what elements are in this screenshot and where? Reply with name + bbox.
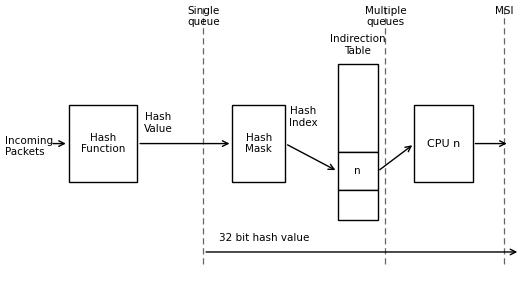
Text: Hash
Index: Hash Index — [289, 106, 318, 128]
Text: Incoming
Packets: Incoming Packets — [5, 136, 53, 157]
Text: 32 bit hash value: 32 bit hash value — [219, 233, 309, 243]
Text: MSI: MSI — [495, 6, 514, 16]
Bar — [338, 190, 378, 220]
Text: n: n — [354, 166, 361, 176]
Text: Multiple
queues: Multiple queues — [365, 6, 406, 28]
Bar — [338, 64, 378, 152]
Bar — [232, 105, 285, 182]
Text: Hash
Mask: Hash Mask — [246, 133, 272, 154]
Bar — [338, 152, 378, 190]
Text: CPU n: CPU n — [427, 139, 460, 149]
Bar — [69, 105, 137, 182]
Text: Hash
Function: Hash Function — [81, 133, 125, 154]
Text: Hash
Value: Hash Value — [144, 112, 173, 134]
Text: Single
queue: Single queue — [187, 6, 220, 28]
Bar — [414, 105, 473, 182]
Text: Indirection
Table: Indirection Table — [330, 34, 385, 56]
